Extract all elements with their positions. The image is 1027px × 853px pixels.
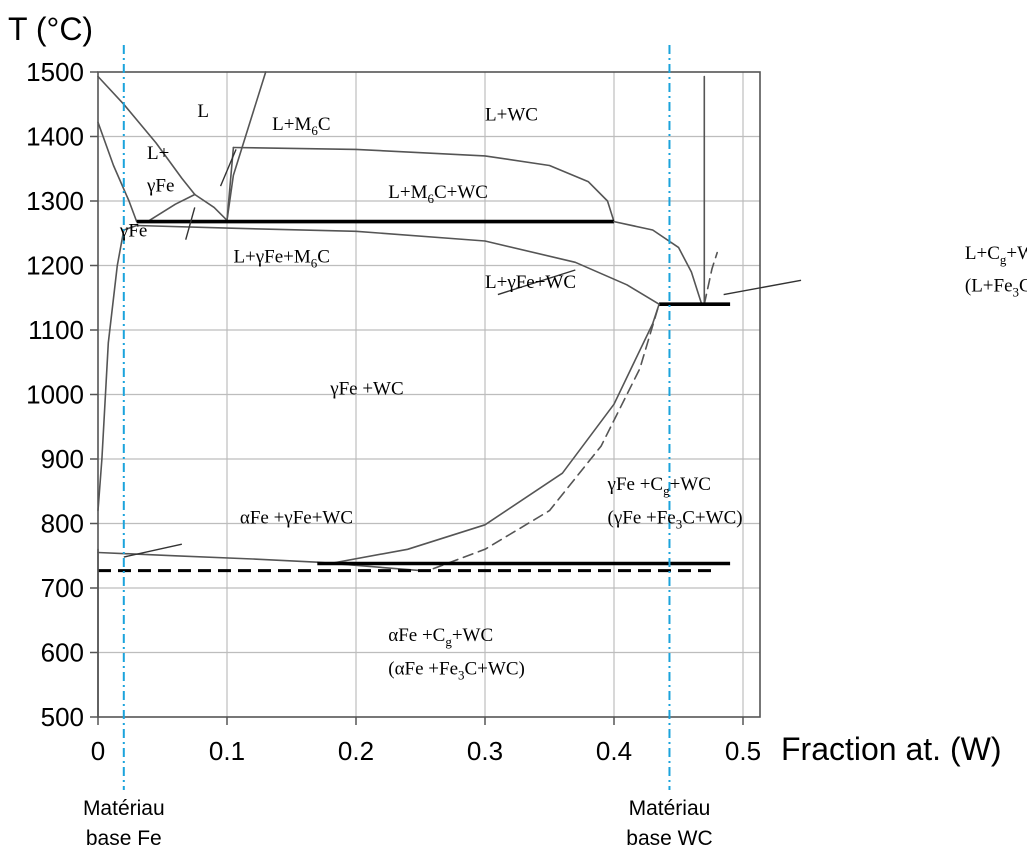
y-axis-title: T (°C) bbox=[8, 11, 93, 47]
reference-label: Matériau bbox=[629, 797, 711, 820]
y-tick-label: 700 bbox=[41, 573, 84, 603]
phase-label-gFe-Cg-WC: γFe +Cg+WC bbox=[607, 474, 711, 498]
axis-ticks: 0 0.1 0.2 0.3 0.4 0.5 1500 1400 1300 1200 1100 1000… bbox=[26, 57, 761, 766]
leader-line bbox=[497, 269, 576, 296]
x-tick-label: 0.1 bbox=[209, 736, 245, 766]
phase-label-L: L bbox=[197, 101, 209, 122]
boundary-stable-liquidus bbox=[703, 251, 718, 305]
leader-line bbox=[219, 149, 237, 187]
phase-labels: L L+ γFe L+M6C L+WC L+M6C+WC γFe L+γFe+M6C L+γFe… bbox=[119, 101, 1027, 682]
phase-label-L-gFe: L+ bbox=[147, 143, 169, 164]
leader-line bbox=[123, 543, 183, 558]
y-tick-label: 600 bbox=[41, 638, 84, 668]
x-tick-label: 0.3 bbox=[467, 736, 503, 766]
y-tick-label: 1300 bbox=[26, 186, 84, 216]
y-tick-label: 1000 bbox=[26, 380, 84, 410]
y-tick-label: 1200 bbox=[26, 251, 84, 281]
boundary-liquidus-gfe bbox=[97, 121, 138, 223]
reference-label: Matériau bbox=[83, 797, 165, 820]
leader-line bbox=[723, 279, 802, 296]
y-tick-label: 1400 bbox=[26, 122, 84, 152]
phase-label-L-gFe-WC: L+γFe+WC bbox=[485, 272, 576, 293]
y-tick-label: 1500 bbox=[26, 57, 84, 87]
y-tick-label: 500 bbox=[41, 702, 84, 732]
phase-boundaries bbox=[97, 71, 802, 718]
x-tick-label: 0.2 bbox=[338, 736, 374, 766]
boundary-solidus-gfe bbox=[97, 224, 138, 512]
boundary-l-m6c-right bbox=[226, 71, 267, 222]
x-axis-title: Fraction at. (W) bbox=[781, 731, 1001, 767]
phase-label-L-M6C: L+M6C bbox=[272, 114, 330, 138]
boundary-three-phase-lower bbox=[135, 224, 660, 305]
x-tick-label: 0.4 bbox=[596, 736, 632, 766]
gridlines bbox=[98, 72, 760, 717]
phase-label-L-Fe3C-WC: (L+Fe3C+WC) bbox=[965, 275, 1027, 299]
boundary-liquidus-left bbox=[97, 75, 196, 196]
phase-label-gFe-Fe3C-WC: (γFe +Fe3C+WC) bbox=[608, 508, 743, 532]
leader-line bbox=[185, 207, 196, 240]
y-tick-label: 800 bbox=[41, 509, 84, 539]
boundary-l-m6c-left bbox=[194, 193, 228, 222]
y-tick-label: 1100 bbox=[28, 315, 84, 345]
reference-label: base WC bbox=[626, 827, 712, 850]
phase-label-aFe-gFe-WC: αFe +γFe+WC bbox=[240, 508, 353, 529]
phase-label-gFe-line2: γFe bbox=[146, 175, 174, 196]
phase-label-L-WC: L+WC bbox=[485, 104, 538, 125]
phase-label-aFe-Cg-WC: αFe +Cg+WC bbox=[388, 625, 493, 649]
y-tick-label: 900 bbox=[41, 444, 84, 474]
reference-label: base Fe bbox=[86, 827, 162, 850]
boundary-liquidus-wc-right bbox=[613, 220, 703, 305]
phase-label-gFe: γFe bbox=[119, 220, 147, 241]
phase-label-aFe-Fe3C-WC: (αFe +Fe3C+WC) bbox=[388, 658, 525, 682]
phase-label-L-gFe-M6C: L+γFe+M6C bbox=[233, 246, 330, 270]
reference-lines: Matériau base Fe Matériau base WC bbox=[83, 45, 713, 850]
boundary-l-m6c-wc-dome bbox=[232, 146, 615, 223]
x-tick-label: 0 bbox=[91, 736, 105, 766]
boundary-l-gfe-m6c-top bbox=[148, 193, 196, 222]
x-tick-label: 0.5 bbox=[725, 736, 761, 766]
phase-label-L-M6C-WC: L+M6C+WC bbox=[388, 182, 488, 206]
phase-label-L-Cg-WC: L+Cg+WC bbox=[965, 243, 1027, 267]
phase-label-gFe-WC: γFe +WC bbox=[329, 379, 403, 400]
boundary-solvus-dashed bbox=[432, 303, 660, 570]
